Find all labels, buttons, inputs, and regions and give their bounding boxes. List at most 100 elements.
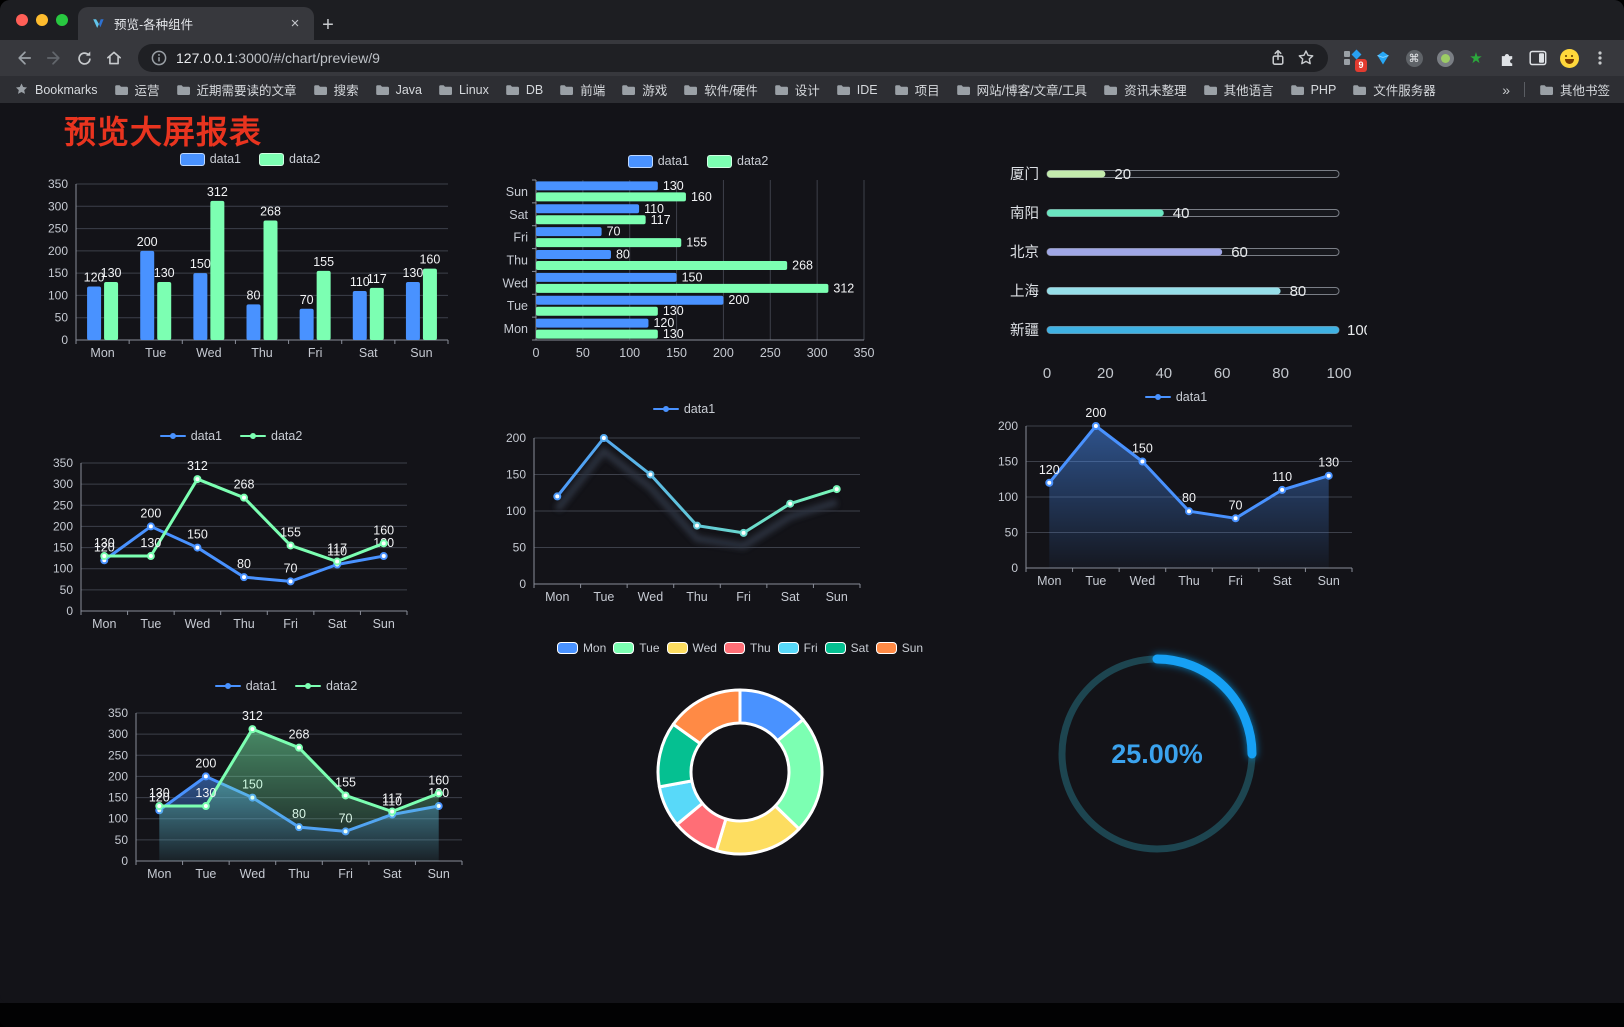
chart-text: 200: [53, 519, 73, 533]
legend-item-data2[interactable]: data2: [240, 429, 302, 443]
menu-kebab-icon[interactable]: [1590, 48, 1610, 68]
bookmark-folder-item[interactable]: 近期需要读的文章: [176, 80, 297, 99]
legend-item-Wed[interactable]: Wed: [666, 641, 717, 655]
bar-data1: [536, 181, 658, 191]
legend-swatch: [613, 642, 635, 654]
chart-text: 130: [101, 266, 122, 280]
bookmark-folder-item[interactable]: 搜索: [313, 80, 359, 99]
legend-item-data1[interactable]: data1: [1144, 390, 1207, 404]
legend-item-Sun[interactable]: Sun: [875, 641, 923, 655]
bar-data1: [352, 290, 367, 340]
bookmark-folder-item[interactable]: IDE: [836, 83, 878, 97]
bookmark-folder-item[interactable]: PHP: [1290, 83, 1336, 97]
bookmark-star-icon[interactable]: [1296, 48, 1316, 68]
browser-tab[interactable]: 预览-各种组件 ×: [78, 7, 314, 40]
mac-close-button[interactable]: [16, 14, 28, 26]
chart-text: 100: [506, 504, 526, 518]
bookmarks-bar: Bookmarks 运营 近期需要读的文章 搜索 Java Linux DB 前端 游戏 软件/…: [0, 76, 1624, 103]
area-data2: [159, 729, 439, 861]
chart-text: 0: [533, 346, 540, 360]
bookmark-folder-item[interactable]: 项目: [894, 80, 940, 99]
legend-label: Wed: [692, 641, 717, 655]
reload-button[interactable]: [70, 44, 98, 72]
chart-text: 155: [335, 775, 356, 789]
bookmark-folder-item[interactable]: 文件服务器: [1352, 80, 1436, 99]
legend-item-Fri[interactable]: Fri: [777, 641, 818, 655]
marker-data2: [333, 557, 342, 566]
address-bar[interactable]: 127.0.0.1:3000/#/chart/preview/9: [138, 44, 1328, 72]
mac-zoom-button[interactable]: [56, 14, 68, 26]
chart-text: 0: [519, 577, 526, 591]
legend-item-data1[interactable]: data1: [159, 429, 222, 443]
legend-marker-dot: [250, 433, 256, 439]
back-button[interactable]: [10, 44, 38, 72]
legend-swatch: [295, 683, 321, 689]
site-info-icon[interactable]: [150, 49, 168, 67]
profile-avatar[interactable]: [1559, 48, 1579, 68]
marker-data2: [295, 743, 303, 752]
bookmarks-overflow-chevron[interactable]: »: [1502, 81, 1510, 98]
extension-grid-icon[interactable]: 9: [1342, 48, 1367, 72]
bookmark-folder-item[interactable]: 网站/博客/文章/工具: [956, 80, 1087, 99]
record-extension-icon[interactable]: [1435, 48, 1455, 68]
bookmark-folder-item[interactable]: 前端: [559, 80, 605, 99]
tab-close-icon[interactable]: ×: [290, 15, 300, 32]
bookmark-folder-item[interactable]: 游戏: [621, 80, 667, 99]
tab-favicon-icon: [93, 18, 104, 28]
legend-label: data1: [657, 154, 689, 168]
bookmark-folder-item[interactable]: Linux: [438, 83, 489, 97]
chart-text: 155: [280, 525, 301, 539]
bookmark-folder-item[interactable]: 运营: [114, 80, 160, 99]
chart-text: 40: [1173, 205, 1190, 222]
bar-data1: [536, 227, 602, 237]
legend-marker-dot: [224, 683, 231, 689]
legend-label: data2: [737, 154, 769, 168]
bookmark-folder-item[interactable]: 资讯未整理: [1103, 80, 1187, 99]
bar-data1: [536, 250, 611, 259]
url-host: 127.0.0.1: [176, 50, 235, 66]
legend-label: data2: [271, 429, 303, 443]
legend-item-Thu[interactable]: Thu: [723, 641, 771, 655]
legend-item-Mon[interactable]: Mon: [556, 641, 606, 655]
new-tab-button[interactable]: +: [322, 13, 334, 36]
other-bookmarks-item[interactable]: 其他书签: [1539, 80, 1610, 99]
bookmark-folder-item[interactable]: 其他语言: [1203, 80, 1274, 99]
folder-icon: [439, 84, 452, 95]
bookmark-folder-item[interactable]: Java: [375, 83, 422, 97]
legend-item-data2[interactable]: data2: [707, 154, 768, 168]
legend-item-data2[interactable]: data2: [295, 679, 357, 693]
command-extension-icon[interactable]: ⌘: [1404, 48, 1424, 68]
chart-gauge: 25.00%: [1040, 642, 1275, 877]
bar-data2: [369, 287, 384, 340]
chart-text: 100: [108, 812, 128, 826]
progress-bar-新疆: [1047, 326, 1339, 334]
legend-item-data1[interactable]: data1: [214, 679, 277, 693]
chart-donut: Mon Tue Wed Thu Fri Sat Sun: [540, 636, 940, 870]
legend-item-data1[interactable]: data1: [627, 154, 689, 168]
bookmarks-manager-item[interactable]: Bookmarks: [14, 82, 98, 97]
extensions-row: 9 ⌘ ★: [1338, 48, 1614, 72]
legend-item-data1[interactable]: data1: [179, 152, 241, 166]
bookmark-folder-item[interactable]: DB: [505, 83, 543, 97]
chart-text: Thu: [251, 346, 273, 360]
puzzle-extensions-icon[interactable]: [1497, 48, 1517, 68]
legend-item-Tue[interactable]: Tue: [613, 641, 660, 655]
green-star-extension-icon[interactable]: ★: [1466, 48, 1486, 68]
gem-extension-icon[interactable]: [1373, 48, 1393, 68]
legend-item-data2[interactable]: data2: [259, 152, 320, 166]
bookmark-folder-item[interactable]: 软件/硬件: [683, 80, 758, 99]
forward-button[interactable]: [40, 44, 68, 72]
legend-item-data1[interactable]: data1: [652, 402, 715, 416]
chart-text: 50: [513, 541, 527, 555]
bookmark-folder-label: DB: [525, 82, 544, 97]
share-icon[interactable]: [1268, 48, 1288, 68]
chart-text: Thu: [233, 617, 255, 631]
chart-grouped-bar: data1 data2 0 50 100 150 200 250 300 350 Mon Tue Wed…: [40, 148, 460, 366]
home-button[interactable]: [100, 44, 128, 72]
mac-minimize-button[interactable]: [36, 14, 48, 26]
side-panel-icon[interactable]: [1528, 48, 1548, 68]
chart-text: Fri: [283, 617, 298, 631]
bookmark-folder-item[interactable]: 设计: [774, 80, 820, 99]
chart-text: 150: [666, 346, 687, 360]
legend-item-Sat[interactable]: Sat: [824, 641, 869, 655]
